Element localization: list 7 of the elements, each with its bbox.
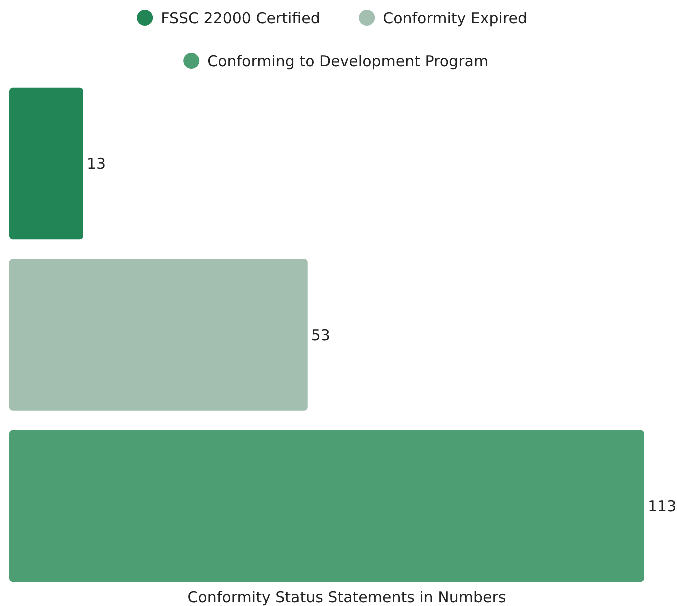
x-axis-title: Conformity Status Statements in Numbers <box>188 588 506 606</box>
legend-label: Conforming to Development Program <box>208 52 489 70</box>
data-label: 53 <box>311 326 330 344</box>
data-label: 113 <box>648 497 677 516</box>
data-label: 13 <box>86 155 106 174</box>
legend-label: FSSC 22000 Certified <box>161 9 320 28</box>
legend-label: Conformity Expired <box>383 9 528 28</box>
